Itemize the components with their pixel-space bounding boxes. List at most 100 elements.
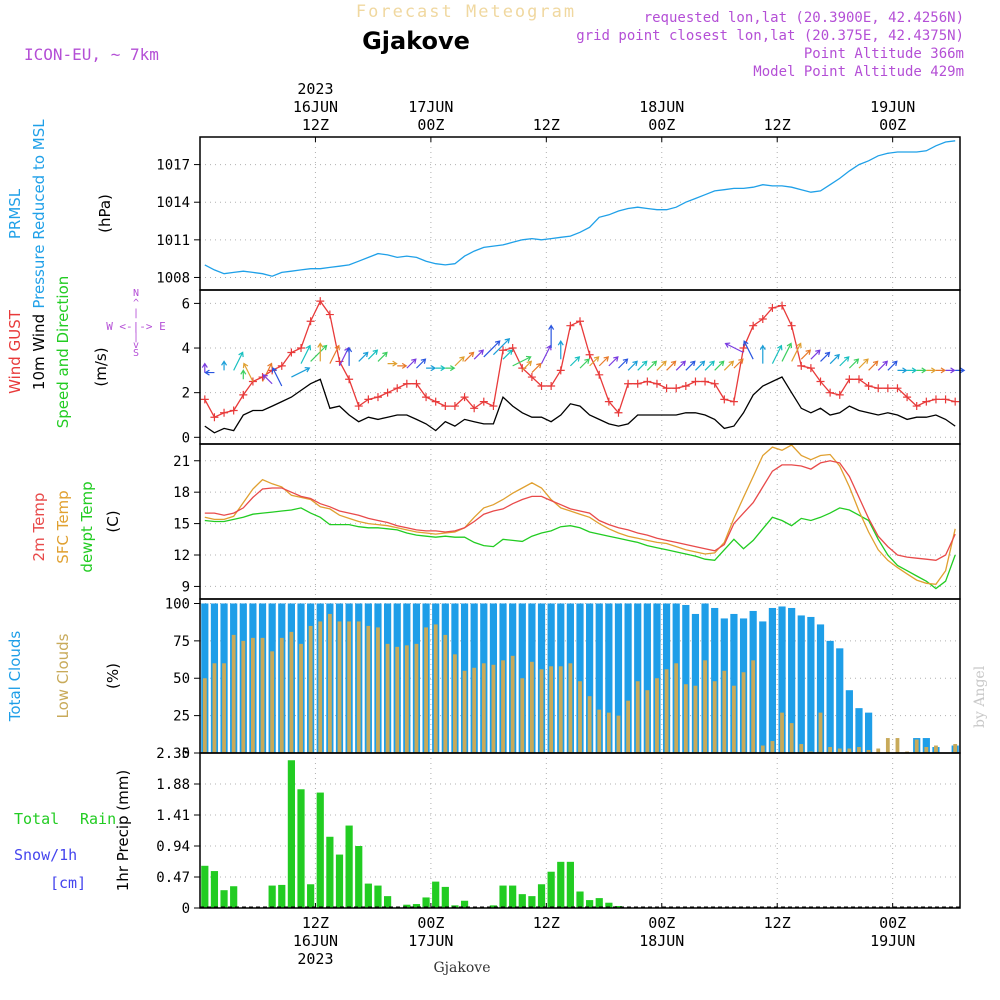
- rain-bar: [335, 854, 344, 908]
- unit-label: (m/s): [92, 347, 110, 386]
- total-clouds-bar: [807, 616, 815, 753]
- low-clouds-bar: [222, 663, 226, 753]
- gust-marker: [306, 317, 315, 326]
- gust-marker: [576, 317, 584, 326]
- wind-vector-arrow: [416, 358, 427, 369]
- low-clouds-bar: [857, 747, 861, 753]
- low-clouds-bar: [895, 738, 900, 753]
- y-tick-label: 1017: [156, 158, 190, 174]
- rain-bar: [201, 865, 209, 908]
- panel-label: Speed and Direction: [54, 276, 72, 429]
- gust-marker: [508, 344, 517, 353]
- low-clouds-bar: [683, 684, 688, 753]
- gust-marker: [470, 404, 479, 413]
- gust-marker: [527, 373, 536, 382]
- total-clouds-bar: [201, 603, 209, 753]
- gust-marker: [941, 395, 950, 404]
- y-tick-label: 15: [173, 517, 190, 533]
- panel-label: SFC Temp: [54, 490, 72, 563]
- wind-vector-arrow: [714, 360, 725, 371]
- low-clouds-bar: [626, 700, 631, 753]
- gust-marker: [422, 393, 431, 402]
- low-clouds-bar: [818, 712, 823, 753]
- unit-label: 1hr Precip (mm): [114, 770, 132, 891]
- gust-marker: [402, 379, 411, 388]
- wind-vector-arrow: [666, 360, 677, 371]
- gust-marker: [816, 377, 825, 386]
- top-time-label: 12Z: [302, 116, 329, 134]
- low-clouds-bar: [760, 745, 765, 753]
- bottom-time-label: 12Z: [764, 914, 791, 932]
- low-clouds-bar: [491, 664, 496, 753]
- dewpt-line: [204, 507, 956, 590]
- low-clouds-bar: [693, 685, 698, 753]
- total-clouds-bar: [576, 603, 584, 753]
- wind-vector-arrow: [291, 366, 311, 378]
- gust-marker: [931, 395, 940, 404]
- gust-marker: [210, 413, 219, 422]
- low-clouds-bar: [712, 681, 717, 753]
- wind-vector-arrow: [733, 358, 744, 369]
- point-altitude: Point Altitude 366m: [804, 46, 964, 62]
- bottom-time-label: 18JUN: [639, 932, 684, 950]
- wind-vector-arrow: [300, 344, 312, 364]
- total-clouds-bar: [788, 607, 796, 753]
- bottom-time-label: 12Z: [302, 914, 329, 932]
- low-clouds-bar: [914, 739, 919, 753]
- total-clouds-bar: [836, 648, 844, 753]
- gust-marker: [354, 402, 363, 411]
- bottom-time-label: 19JUN: [870, 932, 915, 950]
- gust-marker: [460, 393, 469, 402]
- top-time-label: 00Z: [648, 116, 675, 134]
- total-clouds-bar: [797, 615, 805, 753]
- wind-vector-arrow: [317, 342, 324, 362]
- y-tick-label: 2: [182, 386, 190, 402]
- low-clouds-bar: [520, 678, 525, 753]
- total-clouds-bar: [845, 690, 853, 753]
- low-clouds-bar: [289, 631, 294, 753]
- total-clouds-bar: [855, 708, 863, 753]
- wind-vector-arrow: [897, 367, 908, 374]
- low-clouds-bar: [866, 750, 871, 753]
- low-clouds-bar: [578, 681, 582, 753]
- rain-bar: [460, 900, 469, 908]
- y-tick-label: 0.47: [156, 870, 190, 886]
- wind-vector-arrow: [262, 373, 273, 385]
- rain-bar: [364, 883, 372, 908]
- compass-label: |: [133, 308, 139, 319]
- low-clouds-bar: [741, 672, 746, 753]
- wind-vector-arrow: [791, 342, 802, 362]
- low-clouds-bar: [568, 663, 573, 753]
- gust-marker: [383, 388, 392, 397]
- gust-marker: [749, 321, 758, 330]
- panel-label: PRMSL: [6, 188, 24, 239]
- gust-marker: [489, 402, 498, 411]
- gust-marker: [864, 381, 873, 390]
- low-clouds-bar: [828, 747, 833, 753]
- gust-marker: [720, 395, 729, 404]
- rain-bar: [374, 885, 382, 908]
- gust-marker: [681, 381, 690, 390]
- sfc-temp-line: [204, 444, 956, 585]
- rain-bar: [605, 902, 613, 908]
- rain-bar: [489, 905, 498, 908]
- gust-marker: [556, 366, 565, 375]
- unit-label: (%): [104, 663, 122, 689]
- rain-bar: [297, 789, 305, 908]
- compass-label: v: [133, 340, 139, 351]
- rain-bar: [412, 904, 421, 908]
- y-tick-label: 6: [182, 296, 190, 312]
- gust-marker: [316, 297, 325, 306]
- rain-label-total: Total: [14, 810, 59, 828]
- wind-vector-arrow: [579, 358, 590, 369]
- low-clouds-bar: [674, 663, 679, 753]
- gust-marker: [903, 393, 912, 402]
- gust-marker: [633, 379, 642, 388]
- wind-vector-arrow: [346, 346, 353, 366]
- wind-vector-arrow: [310, 344, 328, 362]
- low-clouds-bar: [789, 723, 794, 753]
- low-clouds-bar: [308, 625, 313, 753]
- y-tick-label: 75: [173, 634, 190, 650]
